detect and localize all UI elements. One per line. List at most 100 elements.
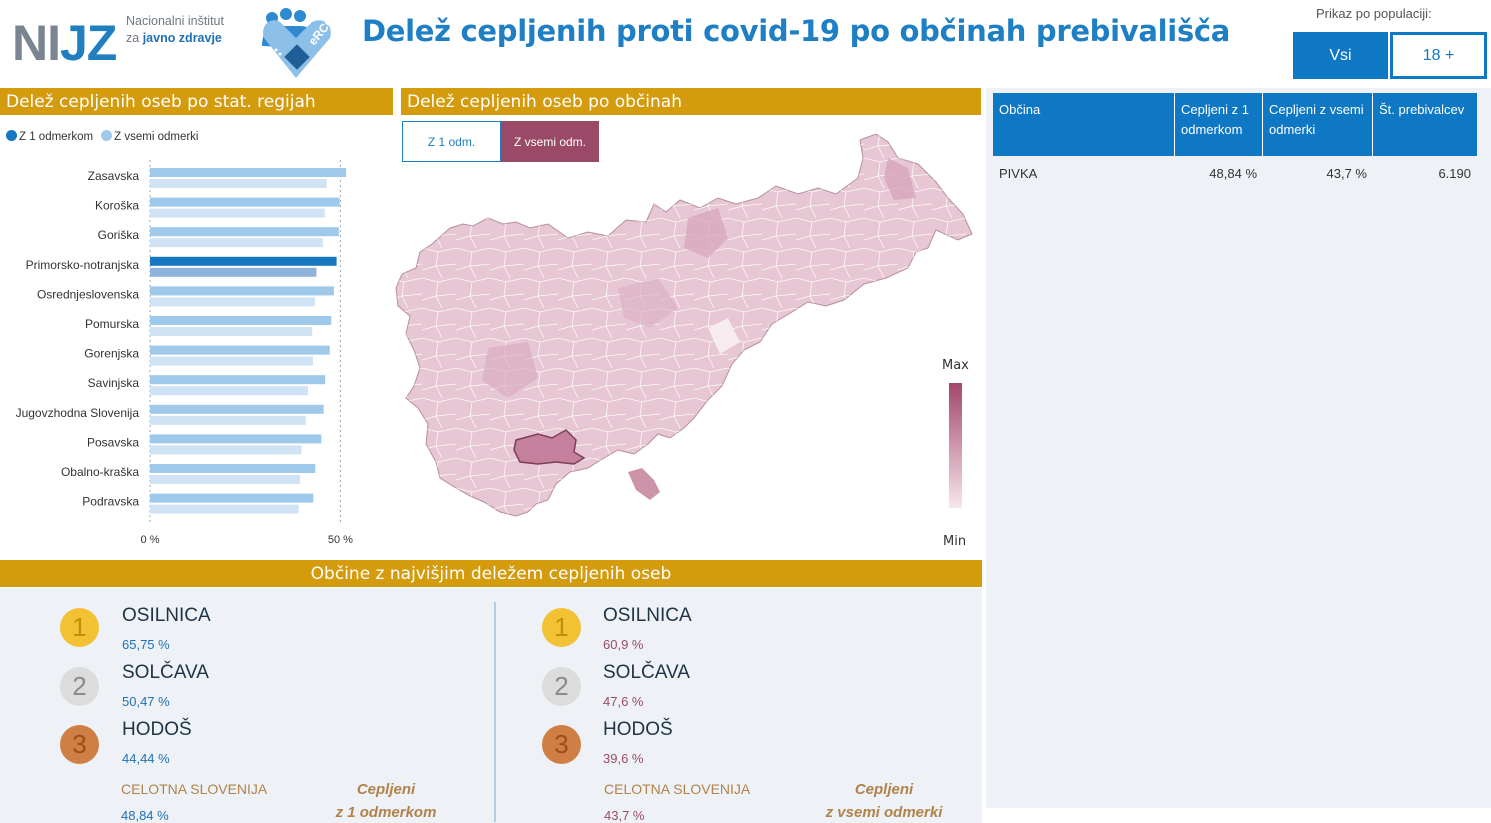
nijz-logo: NIJZ Nacionalni inštitut za javno zdravj… bbox=[8, 8, 348, 78]
bar-all-doses[interactable] bbox=[150, 327, 313, 336]
bar-one-dose[interactable] bbox=[150, 286, 334, 296]
one-dose-caption: Cepljeni z 1 odmerkom bbox=[335, 781, 437, 821]
municipality-borders bbox=[396, 134, 972, 516]
table-header: Občina Cepljeni z 1 odmerkom Cepljeni z … bbox=[993, 93, 1477, 156]
scale-min-label: Min bbox=[943, 534, 967, 549]
total-slovenia-label: CELOTNA SLOVENIJA bbox=[604, 781, 751, 797]
table-header-one-dose[interactable]: Cepljeni z 1 odmerkom bbox=[1175, 93, 1263, 156]
top-municipality-value: 60,9 % bbox=[603, 637, 644, 652]
top-municipality-value: 44,44 % bbox=[122, 751, 170, 766]
legend-item-one-dose[interactable]: Z 1 odmerkom bbox=[6, 130, 93, 143]
bar-all-doses[interactable] bbox=[150, 504, 299, 514]
municipality-shade bbox=[884, 158, 916, 200]
municipality-shade bbox=[708, 318, 740, 354]
bar-one-dose[interactable] bbox=[150, 464, 316, 473]
map-one-dose-button[interactable]: Z 1 odm. bbox=[402, 121, 501, 162]
table-row[interactable]: PIVKA 48,84 % 43,7 % 6.190 bbox=[993, 162, 1477, 186]
map-panel-title: Delež cepljenih oseb po občinah bbox=[401, 88, 981, 115]
category-label: Koroška bbox=[95, 199, 139, 213]
municipality-shade bbox=[482, 342, 538, 398]
erco-logo: eRCO bbox=[262, 8, 336, 78]
panel-divider bbox=[494, 602, 496, 822]
total-slovenia-value: 48,84 % bbox=[121, 808, 169, 823]
table-cell-population: 6.190 bbox=[1438, 166, 1471, 181]
rank-1-medal-icon: 1 bbox=[542, 608, 581, 647]
region-bar-chart: 0 % 50 % Zasavska Koroška Goriška Primorsko-n… bbox=[16, 160, 353, 546]
bar-all-doses[interactable] bbox=[150, 267, 317, 277]
bar-one-dose[interactable] bbox=[150, 197, 340, 207]
rank-3-medal-icon: 3 bbox=[60, 725, 99, 764]
top-municipality-value: 50,47 % bbox=[122, 694, 170, 709]
bar-all-doses[interactable] bbox=[150, 445, 302, 455]
top-municipality-name: HODOŠ bbox=[603, 719, 673, 740]
nijz-wordmark: NIJZ bbox=[12, 15, 117, 71]
table-cell-municipality: PIVKA bbox=[999, 166, 1038, 181]
legend-dot-icon bbox=[101, 130, 113, 141]
municipality-shade bbox=[628, 468, 660, 500]
category-label: Osrednjeslovenska bbox=[37, 287, 139, 301]
top-municipalities-panel bbox=[0, 588, 982, 823]
bar-one-dose[interactable] bbox=[150, 227, 339, 237]
bar-one-dose[interactable] bbox=[150, 375, 326, 385]
bar-all-doses[interactable] bbox=[150, 356, 313, 366]
top-municipality-value: 39,6 % bbox=[603, 751, 644, 766]
bar-all-doses[interactable] bbox=[150, 297, 315, 307]
x-tick-label: 50 % bbox=[328, 534, 353, 546]
category-label: Posavska bbox=[87, 435, 139, 449]
bar-all-doses[interactable] bbox=[150, 386, 309, 396]
municipality-shade bbox=[618, 278, 678, 328]
category-label: Gorenjska bbox=[84, 347, 139, 361]
bar-all-doses[interactable] bbox=[150, 415, 306, 425]
institute-name-line1: Nacionalni inštitut bbox=[126, 14, 224, 28]
top-municipalities-title: Občine z najvišjim deležem cepljenih ose… bbox=[0, 560, 982, 587]
top-municipality-name: HODOŠ bbox=[122, 719, 192, 740]
regions-panel-title: Delež cepljenih oseb po stat. regijah bbox=[0, 88, 393, 115]
category-label: Goriška bbox=[98, 228, 140, 242]
rank-2-medal-icon: 2 bbox=[542, 667, 581, 706]
category-label: Zasavska bbox=[88, 169, 140, 183]
category-label: Jugovzhodna Slovenija bbox=[16, 406, 140, 420]
rank-1-medal-icon: 1 bbox=[60, 608, 99, 647]
bar-all-doses[interactable] bbox=[150, 179, 327, 188]
category-label: Pomurska bbox=[85, 317, 139, 331]
top-municipality-name: SOLČAVA bbox=[122, 662, 209, 683]
category-label: Podravska bbox=[82, 495, 139, 509]
color-scale-bar bbox=[949, 383, 962, 508]
chart-legend: Z 1 odmerkom Z vsemi odmerki bbox=[6, 130, 199, 143]
slovenia-municipality-map[interactable] bbox=[388, 128, 978, 523]
table-header-population[interactable]: Št. prebivalcev bbox=[1379, 102, 1465, 117]
bar-one-dose[interactable] bbox=[150, 256, 337, 266]
legend-dot-icon bbox=[6, 130, 17, 141]
bar-all-doses[interactable] bbox=[150, 238, 323, 248]
bar-one-dose[interactable] bbox=[150, 345, 330, 355]
bar-one-dose[interactable] bbox=[150, 168, 347, 177]
category-label: Savinjska bbox=[88, 376, 140, 390]
rank-3-medal-icon: 3 bbox=[542, 725, 581, 764]
bar-one-dose[interactable] bbox=[150, 316, 332, 325]
table-header-municipality[interactable]: Občina bbox=[993, 93, 1175, 156]
legend-item-all-doses[interactable]: Z vsemi odmerki bbox=[101, 130, 199, 143]
bar-one-dose[interactable] bbox=[150, 493, 314, 503]
rank-2-medal-icon: 2 bbox=[60, 667, 99, 706]
bar-one-dose[interactable] bbox=[150, 434, 322, 444]
top-municipality-value: 65,75 % bbox=[122, 637, 170, 652]
all-doses-caption: Cepljeni z vsemi odmerki bbox=[825, 781, 943, 821]
bar-one-dose[interactable] bbox=[150, 404, 324, 414]
bar-all-doses[interactable] bbox=[150, 475, 301, 484]
population-adults-button[interactable]: 18 + bbox=[1390, 32, 1487, 79]
population-all-button[interactable]: Vsi bbox=[1293, 32, 1388, 79]
table-panel bbox=[986, 88, 1491, 808]
table-cell-all-doses: 43,7 % bbox=[1326, 166, 1367, 181]
total-slovenia-label: CELOTNA SLOVENIJA bbox=[121, 781, 268, 797]
selected-municipality-pivka[interactable] bbox=[513, 429, 586, 465]
bar-all-doses[interactable] bbox=[150, 208, 325, 218]
map-all-doses-button[interactable]: Z vsemi odm. bbox=[501, 121, 599, 162]
scale-max-label: Max bbox=[942, 358, 969, 373]
category-label: Primorsko-notranjska bbox=[26, 258, 140, 272]
municipality-shade bbox=[684, 208, 728, 258]
top-municipality-value: 47,6 % bbox=[603, 694, 644, 709]
total-slovenia-value: 43,7 % bbox=[604, 808, 645, 823]
institute-name-line2: za javno zdravje bbox=[126, 31, 222, 45]
table-header-all-doses[interactable]: Cepljeni z vsemi odmerki bbox=[1263, 93, 1373, 156]
top-municipality-name: SOLČAVA bbox=[603, 662, 690, 683]
